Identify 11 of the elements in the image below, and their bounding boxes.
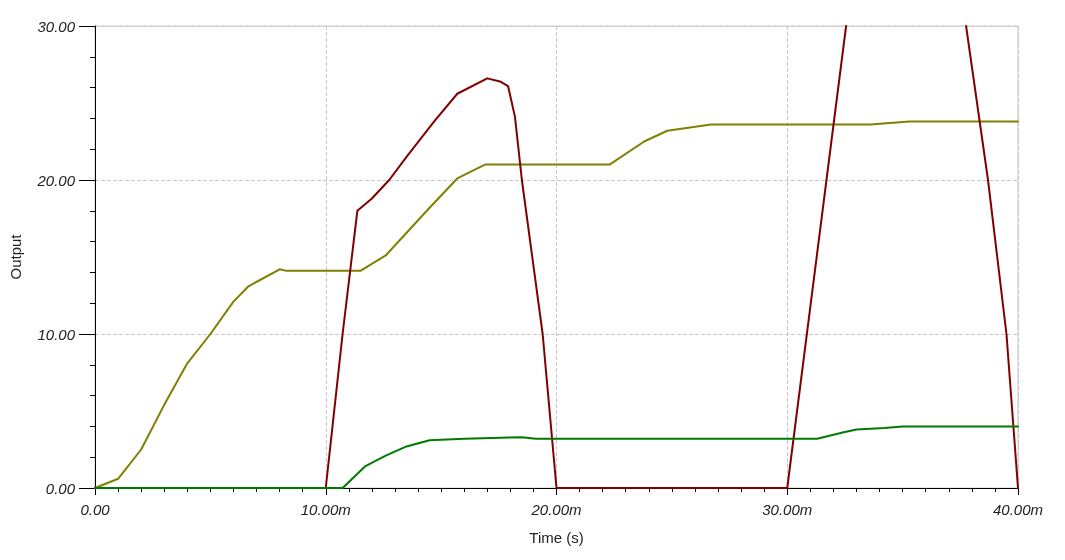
y-axis-title: Output xyxy=(7,233,24,280)
y-tick-label: 0.00 xyxy=(45,479,76,497)
x-axis-title: Time (s) xyxy=(529,529,584,546)
x-tick-label: 30.00m xyxy=(762,501,813,518)
x-tick-label: 10.00m xyxy=(300,501,351,518)
x-tick-label: 40.00m xyxy=(992,501,1044,518)
y-tick-label: 20.00 xyxy=(36,171,76,189)
x-tick-label: 0.00 xyxy=(80,501,111,518)
y-tick-label: 30.00 xyxy=(37,17,76,35)
y-tick-label: 10.00 xyxy=(37,325,76,343)
x-tick-label: 20.00m xyxy=(530,501,582,518)
